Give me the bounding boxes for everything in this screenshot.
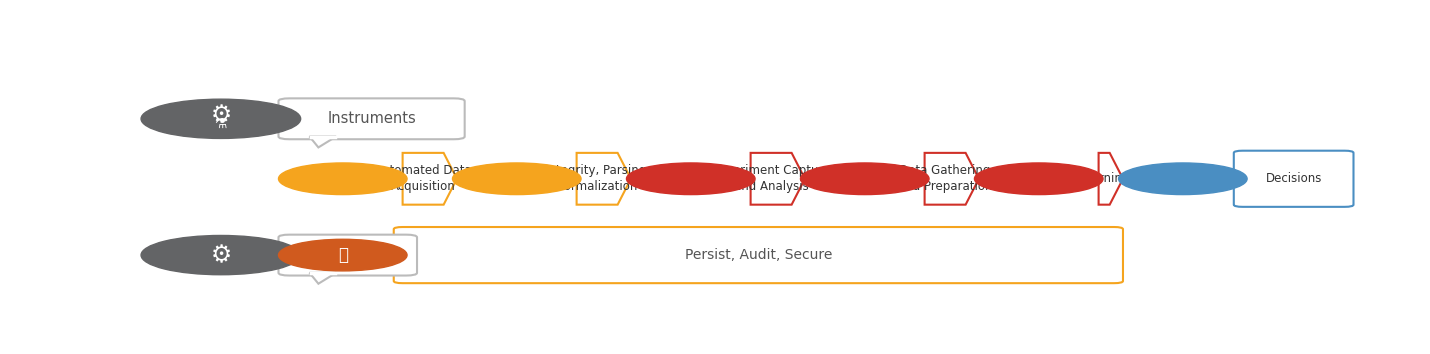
Polygon shape: [925, 153, 980, 205]
Text: Data Gathering
and Preparation: Data Gathering and Preparation: [898, 164, 992, 193]
Text: Experiment Capture
and Analysis: Experiment Capture and Analysis: [711, 164, 831, 193]
Circle shape: [626, 163, 755, 195]
Circle shape: [452, 163, 581, 195]
Text: CROs: CROs: [327, 247, 368, 263]
Text: ⚙: ⚙: [210, 243, 232, 267]
Circle shape: [1118, 163, 1247, 195]
Circle shape: [279, 163, 408, 195]
Text: 📄: 📄: [337, 246, 347, 264]
Text: ⚙: ⚙: [210, 103, 232, 127]
Text: Automated Data
Acquisition: Automated Data Acquisition: [375, 164, 472, 193]
Text: Learning: Learning: [1078, 172, 1130, 185]
Polygon shape: [576, 153, 631, 205]
Polygon shape: [403, 153, 458, 205]
FancyBboxPatch shape: [279, 235, 418, 275]
Circle shape: [142, 99, 300, 138]
Polygon shape: [309, 273, 336, 284]
Text: Persist, Audit, Secure: Persist, Audit, Secure: [685, 248, 832, 262]
FancyBboxPatch shape: [393, 227, 1123, 283]
Circle shape: [801, 163, 930, 195]
Circle shape: [974, 163, 1103, 195]
Polygon shape: [751, 153, 805, 205]
Circle shape: [279, 239, 408, 271]
Text: Integrity, Parsing,
Normalization: Integrity, Parsing, Normalization: [545, 164, 649, 193]
Circle shape: [142, 235, 300, 275]
FancyBboxPatch shape: [279, 98, 465, 139]
Text: ⚗: ⚗: [214, 117, 227, 131]
Polygon shape: [309, 137, 336, 147]
Polygon shape: [1098, 153, 1123, 205]
Text: Decisions: Decisions: [1266, 172, 1321, 185]
FancyBboxPatch shape: [1234, 151, 1354, 207]
Text: Instruments: Instruments: [327, 111, 416, 126]
